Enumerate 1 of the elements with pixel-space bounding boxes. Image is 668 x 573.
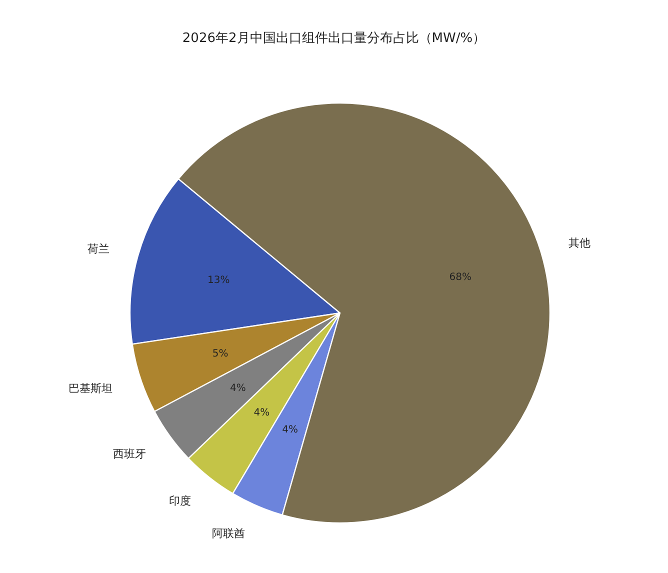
title: 2026年2月中国出口组件出口量分布占比（MW/%） [182,31,486,46]
